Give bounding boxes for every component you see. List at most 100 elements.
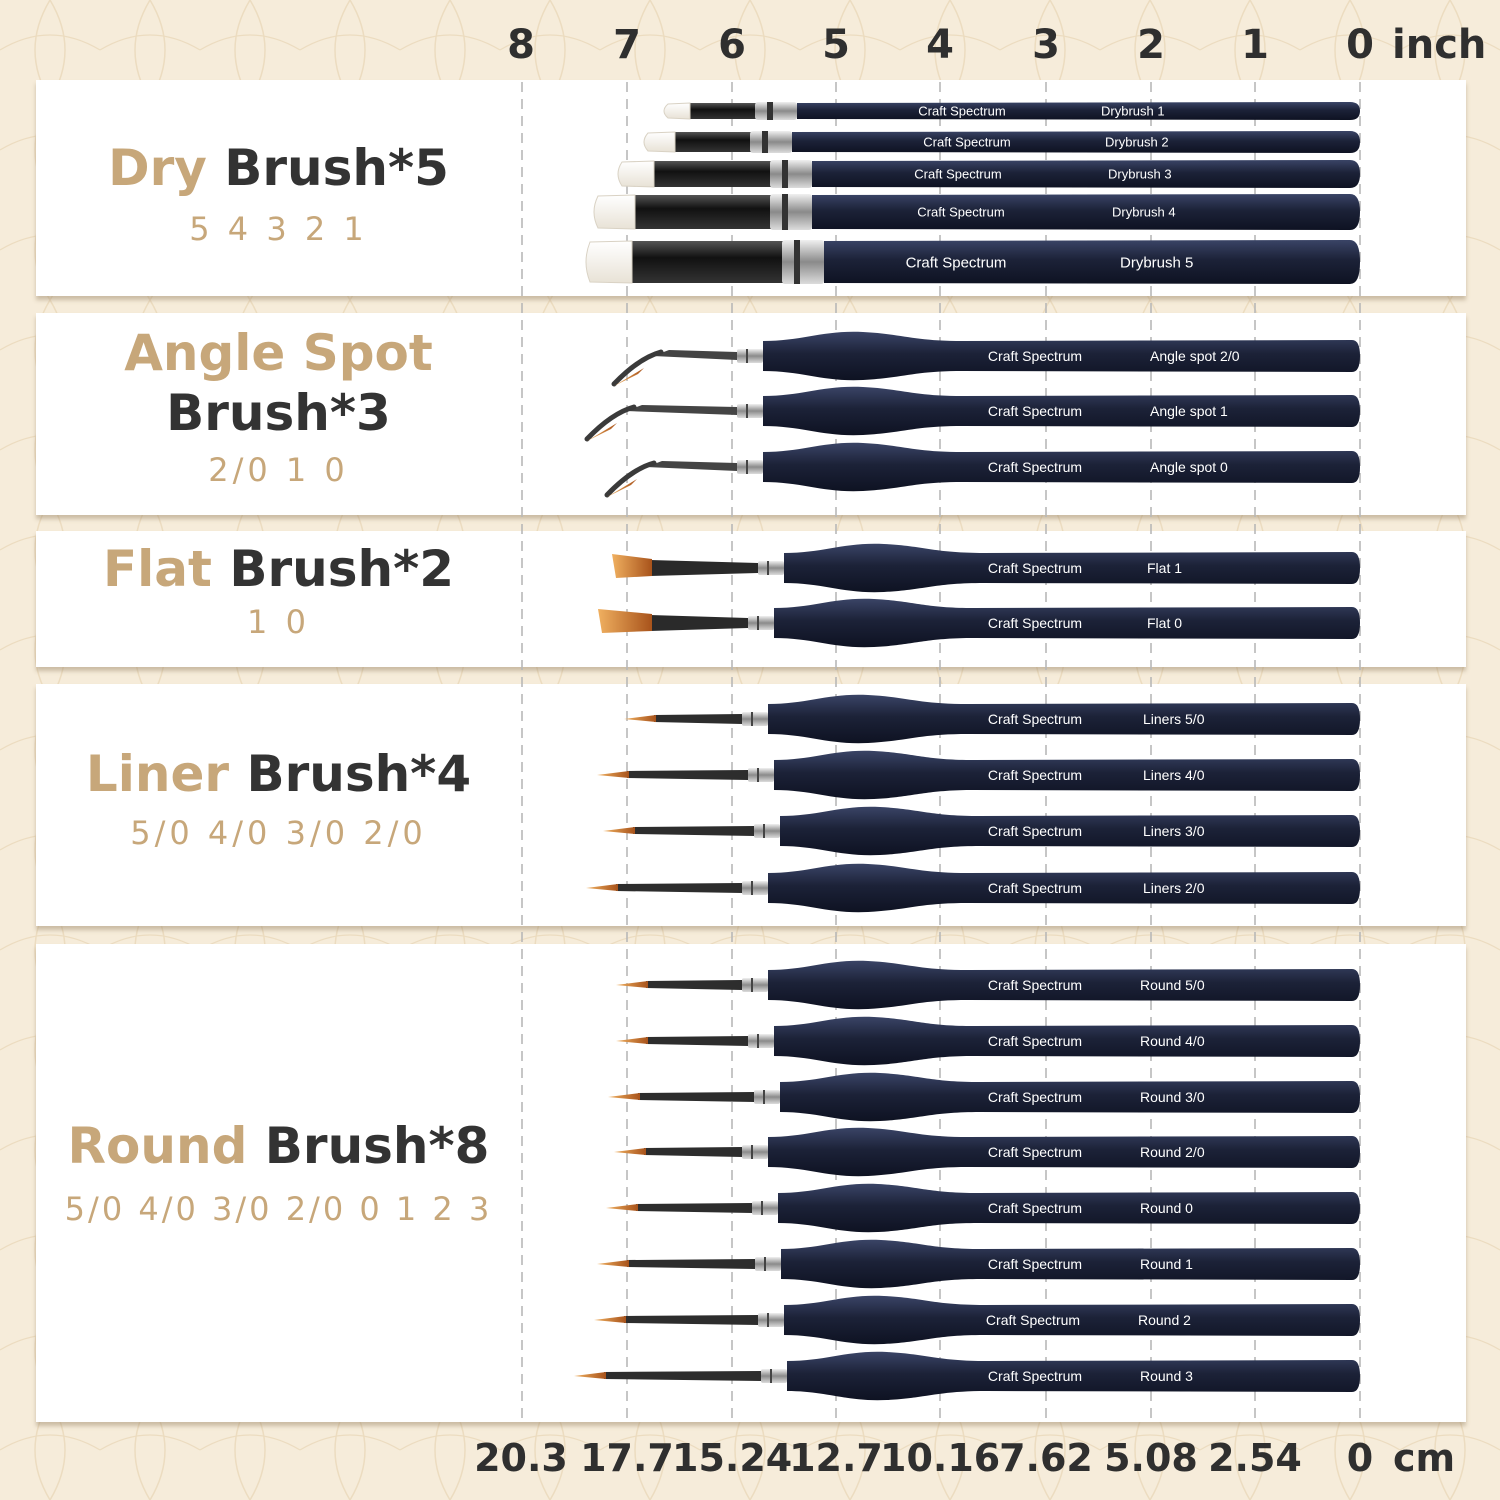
brush-handle (792, 131, 1360, 153)
brush-ferrule (742, 978, 768, 992)
brush-bristles (574, 1372, 606, 1379)
brush-size-label: Round 4/0 (1140, 1033, 1205, 1049)
brush-bristles (585, 240, 633, 284)
cm-tick-15-24: 15.24 (672, 1436, 793, 1480)
brush-brand-label: Craft Spectrum (988, 823, 1082, 839)
brush-size-label: Drybrush 5 (1120, 254, 1193, 271)
brush-crimp (782, 240, 824, 284)
brush-size-label: Liners 4/0 (1143, 767, 1205, 783)
dry-brush-title: Dry Brush*5 (108, 139, 449, 197)
inch-tick-1: 1 (1241, 22, 1269, 68)
brush-ferrule (748, 1034, 774, 1048)
cm-tick-0: 0 (1346, 1436, 1374, 1480)
brush-neck (646, 1036, 748, 1046)
inch-tick-0: 0 (1346, 22, 1374, 68)
brush-handle (763, 442, 1360, 492)
brush-brand-label: Craft Spectrum (988, 1368, 1082, 1384)
cm-tick-12-7: 12.7 (789, 1436, 883, 1480)
brush-handle (824, 240, 1360, 284)
brush-size-label: Angle spot 0 (1150, 459, 1228, 475)
brush-bristles (616, 1037, 648, 1044)
brush-handle (780, 1072, 1360, 1122)
brush-neck (626, 405, 737, 415)
cm-tick-10-16: 10.16 (880, 1436, 1001, 1480)
brush-neck (644, 1147, 742, 1157)
brush-size-label: Liners 2/0 (1143, 880, 1205, 896)
brush-size-label: Round 2/0 (1140, 1144, 1205, 1160)
brush-brand-label: Craft Spectrum (923, 135, 1010, 150)
brush-ferrule (752, 1201, 778, 1215)
brush-handle (784, 1295, 1360, 1345)
brush-neck (627, 1259, 755, 1269)
brush-ferrule (742, 881, 768, 895)
brush-size-label: Angle spot 1 (1150, 403, 1228, 419)
brush-brand-label: Craft Spectrum (988, 767, 1082, 783)
brush-drybrush-3: Craft Spectrum Drybrush 3 (617, 160, 1360, 188)
brush-size-label: Round 0 (1140, 1200, 1193, 1216)
cm-tick-2-54: 2.54 (1208, 1436, 1302, 1480)
brush-neck (633, 826, 754, 836)
brush-handle (768, 960, 1360, 1010)
inch-tick-2: 2 (1137, 22, 1165, 68)
brush-size-label: Drybrush 4 (1112, 205, 1176, 220)
brush-size-label: Drybrush 2 (1105, 135, 1169, 150)
brush-ferrule (761, 1369, 787, 1383)
brush-ferrule (754, 824, 780, 838)
brush-bristles (598, 609, 652, 633)
brush-ferrule (742, 712, 768, 726)
brush-neck (638, 1092, 754, 1102)
flat-brush-sizes: 1 0 (247, 603, 310, 641)
brush-crimp-groove (762, 131, 768, 153)
brush-ferrule (758, 1313, 784, 1327)
brush-handle (768, 1127, 1360, 1177)
brush-bristles (614, 1148, 646, 1155)
brush-ferrule (748, 616, 774, 630)
cm-tick-5-08: 5.08 (1104, 1436, 1198, 1480)
brush-brand-label: Craft Spectrum (988, 711, 1082, 727)
inch-tick-8: 8 (507, 22, 535, 68)
brush-ferrule (758, 561, 784, 575)
brush-brand-label: Craft Spectrum (917, 205, 1004, 220)
brush-size-label: Round 2 (1138, 1312, 1191, 1328)
brush-neck-bend (604, 460, 657, 498)
brush-flat-1: Craft Spectrum Flat 1 (612, 543, 1360, 593)
brush-ferrule (754, 1090, 780, 1104)
brush-liners-4-0: Craft Spectrum Liners 4/0 (597, 750, 1360, 800)
brush-bristles (643, 131, 676, 153)
brush-bristles (608, 1093, 640, 1100)
brush-handle (768, 694, 1360, 744)
brush-crimp (755, 102, 797, 120)
brush-size-label: Angle spot 2/0 (1150, 348, 1240, 364)
brush-size-label: Round 3/0 (1140, 1089, 1205, 1105)
cm-tick-20-3: 20.3 (474, 1436, 568, 1480)
brush-ferrule (630, 241, 812, 283)
brush-angle-spot-2-0: Craft Spectrum Angle spot 2/0 (611, 331, 1360, 387)
brush-brand-label: Craft Spectrum (906, 254, 1007, 271)
brush-brand-label: Craft Spectrum (914, 167, 1001, 182)
brush-neck (616, 883, 742, 893)
brush-bristles (587, 423, 617, 441)
brush-handle (774, 598, 1360, 648)
brush-bristles (616, 981, 648, 988)
brush-ferrule (737, 460, 763, 474)
brush-neck (654, 714, 742, 724)
brush-brand-label: Craft Spectrum (988, 1033, 1082, 1049)
brush-liners-5-0: Craft Spectrum Liners 5/0 (624, 694, 1360, 744)
brush-round-2: Craft Spectrum Round 2 (594, 1295, 1360, 1345)
brush-bristles (607, 479, 637, 497)
brush-neck (604, 1371, 761, 1381)
brush-handle (774, 750, 1360, 800)
brush-crimp-groove (767, 102, 773, 120)
brush-size-label: Round 3 (1140, 1368, 1193, 1384)
round-brush-title: Round Brush*8 (67, 1117, 490, 1175)
cm-tick-17-7: 17.7 (580, 1436, 674, 1480)
brush-brand-label: Craft Spectrum (988, 1089, 1082, 1105)
brush-drybrush-4: Craft Spectrum Drybrush 4 (593, 194, 1360, 230)
brush-bristles (624, 715, 656, 722)
brush-handle (812, 160, 1360, 188)
brush-round-0: Craft Spectrum Round 0 (606, 1183, 1360, 1233)
dry-brush-sizes: 5 4 3 2 1 (189, 210, 368, 248)
brush-round-1: Craft Spectrum Round 1 (597, 1239, 1360, 1289)
inch-tick-6: 6 (718, 22, 746, 68)
